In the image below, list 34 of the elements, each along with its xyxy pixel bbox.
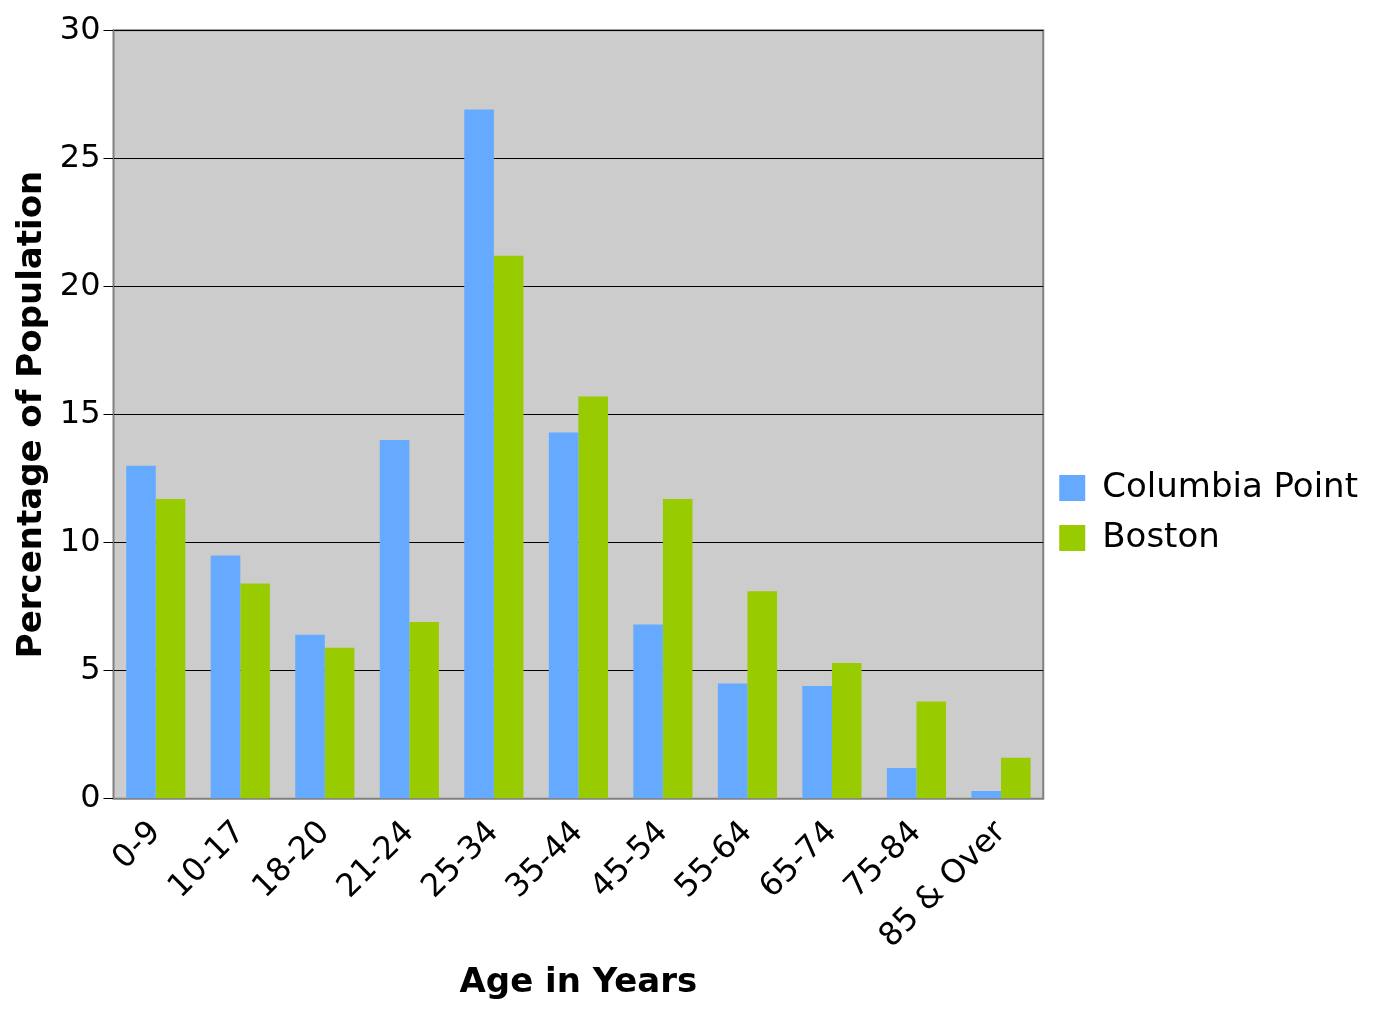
bar (802, 686, 832, 799)
bar (578, 396, 608, 799)
bar (409, 622, 439, 799)
y-axis-title: Percentage of Population (9, 170, 50, 659)
x-tick-label: 0-9 (103, 812, 168, 876)
bar (916, 701, 947, 799)
bar (886, 768, 917, 799)
bar (126, 465, 156, 799)
bar (324, 647, 355, 799)
bar (717, 683, 748, 799)
bar (464, 109, 494, 799)
bar (1000, 757, 1031, 799)
y-tick-label: 10 (59, 520, 101, 559)
bar (548, 432, 579, 799)
bar (240, 583, 270, 799)
y-tick-label: 15 (59, 392, 101, 431)
bar (831, 663, 862, 799)
bar (155, 499, 186, 799)
bar (971, 791, 1001, 799)
bar (379, 440, 410, 799)
bar (295, 634, 325, 799)
y-tick-label: 20 (59, 264, 101, 303)
bar (633, 624, 663, 799)
y-tick-label: 25 (59, 136, 101, 175)
legend-label: Boston (1102, 514, 1220, 555)
y-tick-label: 5 (80, 649, 101, 688)
bar (210, 555, 241, 799)
y-tick-label: 0 (80, 777, 101, 816)
bar (747, 591, 778, 799)
y-tick-label: 30 (59, 8, 101, 47)
legend-label: Columbia Point (1102, 464, 1358, 505)
bar (493, 255, 524, 799)
x-axis-title: Age in Years (459, 960, 698, 1001)
bar (662, 499, 693, 799)
